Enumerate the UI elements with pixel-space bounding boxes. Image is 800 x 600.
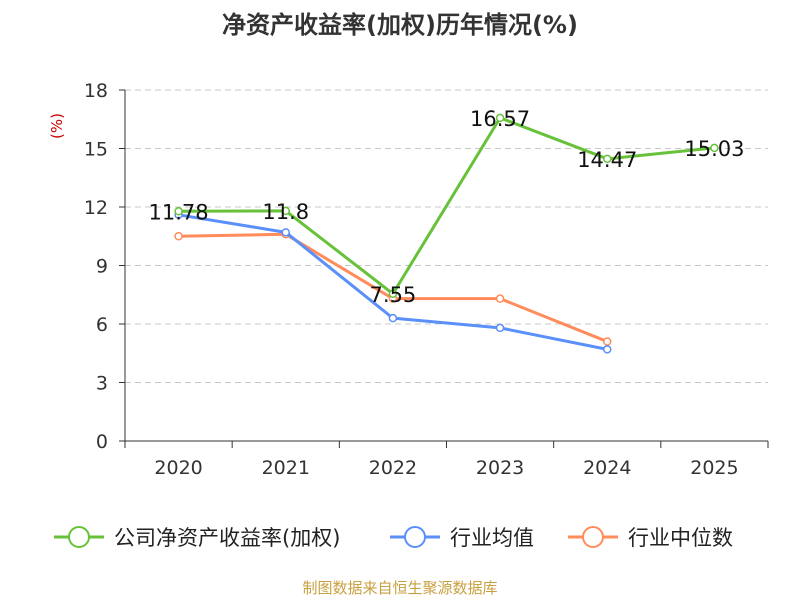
y-tick-label: 18 [84, 80, 108, 102]
data-point [495, 323, 505, 333]
data-point [388, 313, 398, 323]
y-tick-label: 9 [96, 256, 108, 278]
data-point [603, 154, 612, 164]
data-label: 7.55 [370, 283, 417, 307]
x-tick-label: 2025 [690, 457, 738, 479]
data-point [281, 206, 290, 216]
data-point [174, 232, 183, 241]
data-point [495, 113, 505, 123]
data-point [281, 228, 290, 237]
series-lines [174, 113, 719, 354]
y-axis-unit-label: (%) [48, 113, 66, 139]
data-label: 16.57 [470, 107, 530, 131]
y-tick-label: 15 [84, 139, 108, 161]
data-point [174, 207, 183, 216]
x-tick-label: 2023 [476, 457, 524, 479]
x-tick-label: 2024 [583, 457, 631, 479]
y-tick-label: 3 [96, 373, 108, 395]
data-label: 15.03 [684, 137, 744, 161]
legend-marker [404, 526, 426, 548]
x-tick-label: 2020 [154, 457, 202, 479]
legend-label: 公司净资产收益率(加权) [114, 526, 340, 550]
legend-label: 行业中位数 [628, 526, 733, 550]
data-label: 11.78 [149, 200, 209, 224]
x-tick-label: 2022 [369, 457, 417, 479]
chart-title: 净资产收益率(加权)历年情况(%) [222, 11, 578, 39]
data-point [388, 289, 398, 299]
y-tick-label: 0 [96, 431, 108, 453]
legend-label: 行业均值 [450, 526, 534, 550]
legend-marker [582, 526, 604, 548]
series-line-0 [178, 116, 715, 296]
data-point [710, 143, 719, 153]
data-point [603, 345, 612, 354]
source-note: 制图数据来自恒生聚源数据库 [302, 579, 497, 597]
y-tick-label: 12 [84, 197, 108, 219]
legend[interactable]: 公司净资产收益率(加权) 行业均值 行业中位数 [54, 526, 733, 550]
data-label: 11.8 [262, 200, 309, 224]
x-tick-label: 2021 [262, 457, 310, 479]
axes: 0 3 6 9 12 15 18 2020 2021 2022 2023 2024 2025 [84, 80, 769, 479]
data-point [603, 337, 612, 346]
data-label: 14.47 [577, 148, 637, 172]
data-point [495, 294, 505, 303]
data-labels: 11.78 11.8 7.55 16.57 14.47 15.03 [149, 107, 745, 307]
legend-marker [68, 526, 90, 548]
y-tick-label: 6 [96, 314, 108, 336]
